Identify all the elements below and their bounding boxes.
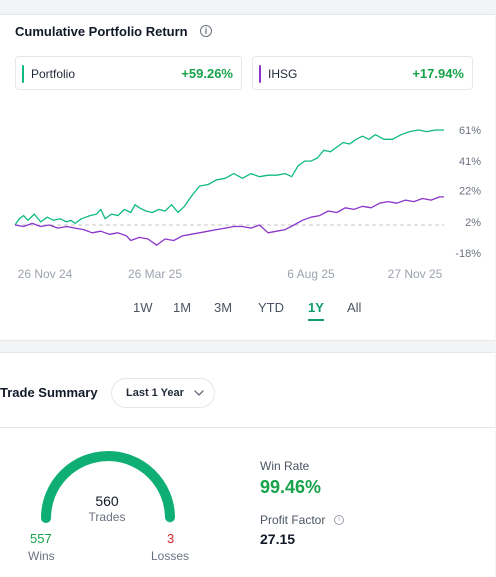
win-loss-gauge xyxy=(41,451,175,523)
y-tick-label: 22% xyxy=(459,186,481,198)
range-tab-1y[interactable]: 1Y xyxy=(308,300,324,321)
trades-label: Trades xyxy=(88,510,126,524)
y-tick-label: 61% xyxy=(459,125,481,137)
period-dropdown[interactable]: Last 1 Year xyxy=(111,378,215,408)
losses-count: 3 xyxy=(167,531,175,546)
y-tick-label: 2% xyxy=(465,217,481,229)
range-tab-3m[interactable]: 3M xyxy=(214,300,233,315)
series-layer xyxy=(14,129,444,246)
profit-factor-info-icon[interactable]: i xyxy=(334,515,344,525)
losses-label: Losses xyxy=(151,549,190,563)
wins-count: 557 xyxy=(30,531,52,546)
win-rate-label: Win Rate xyxy=(260,459,310,473)
x-axis-ticks: 26 Nov 24 26 Mar 25 6 Aug 25 27 Nov 25 xyxy=(18,267,443,281)
portfolio-stat-box: Portfolio +59.26% xyxy=(15,56,242,90)
chevron-down-icon xyxy=(194,390,204,396)
trade-summary-title: Trade Summary xyxy=(0,385,98,400)
period-dropdown-label: Last 1 Year xyxy=(126,387,184,399)
section-title: Cumulative Portfolio Return xyxy=(15,24,188,39)
portfolio-return-value: +59.26% xyxy=(181,66,233,81)
benchmark-color-marker xyxy=(259,65,261,83)
gauge-win-arc xyxy=(41,451,175,523)
x-tick-label: 27 Nov 25 xyxy=(388,267,443,281)
trades-count: 560 xyxy=(95,493,119,509)
profit-factor-value: 27.15 xyxy=(260,531,296,547)
portfolio-series-line xyxy=(14,129,444,226)
benchmark-return-value: +17.94% xyxy=(412,66,464,81)
return-chart: 61% 41% 22% 2% -18% 26 Nov 24 26 Mar 25 6 Aug … xyxy=(14,125,481,281)
range-tab-1m[interactable]: 1M xyxy=(173,300,192,315)
info-icon[interactable]: i xyxy=(200,25,212,37)
x-tick-label: 26 Nov 24 xyxy=(18,267,73,281)
y-tick-label: 41% xyxy=(459,156,481,168)
divider xyxy=(0,427,495,428)
benchmark-series-line xyxy=(14,196,444,246)
x-tick-label: 6 Aug 25 xyxy=(287,267,335,281)
benchmark-stat-box: IHSG +17.94% xyxy=(252,56,473,90)
y-axis-ticks: 61% 41% 22% 2% -18% xyxy=(455,125,481,260)
range-tab-all[interactable]: All xyxy=(347,300,362,315)
portfolio-label: Portfolio xyxy=(31,67,76,81)
win-rate-value: 99.46% xyxy=(260,477,322,497)
range-tab-1w[interactable]: 1W xyxy=(133,300,153,315)
benchmark-label: IHSG xyxy=(268,67,298,81)
y-tick-label: -18% xyxy=(455,248,481,260)
portfolio-color-marker xyxy=(22,65,24,83)
time-range-tabs: 1W 1M 3M YTD 1Y All xyxy=(0,300,496,324)
range-tab-ytd[interactable]: YTD xyxy=(258,300,284,315)
x-tick-label: 26 Mar 25 xyxy=(128,267,182,281)
profit-factor-label: Profit Factor xyxy=(260,513,326,527)
wins-label: Wins xyxy=(28,549,55,563)
